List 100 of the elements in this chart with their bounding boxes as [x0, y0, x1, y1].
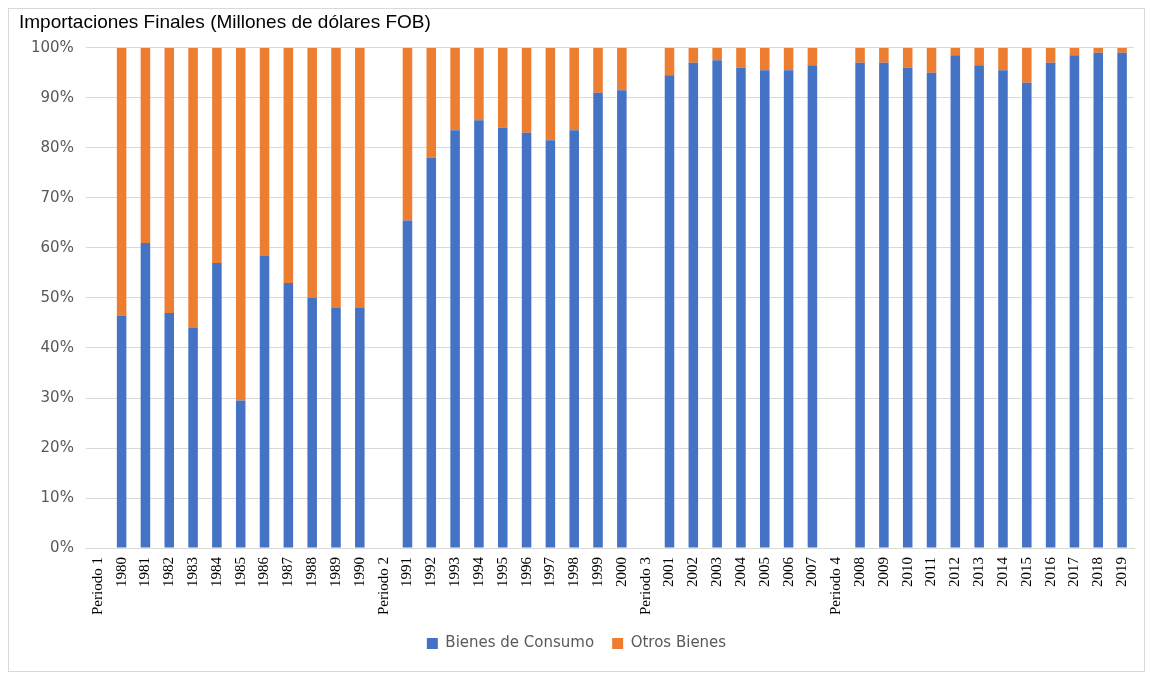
bar [998, 70, 1008, 548]
x-tick-label: 1986 [255, 556, 272, 588]
y-tick-label: 60% [40, 237, 74, 256]
bar [426, 157, 437, 548]
bar [569, 130, 579, 548]
x-tick-label: 1997 [541, 556, 558, 588]
x-tick-label: 1980 [112, 557, 129, 588]
bar [712, 60, 722, 548]
bar [140, 47, 151, 243]
x-tick-label: 1995 [493, 557, 510, 588]
x-tick-label: 2013 [970, 557, 987, 588]
y-tick-label: 50% [40, 287, 74, 306]
bar [1069, 55, 1080, 548]
bar [688, 47, 699, 63]
x-tick-label: 2016 [1041, 556, 1058, 588]
x-tick-label: 2009 [874, 557, 891, 588]
x-tick-label: 2015 [1017, 557, 1034, 588]
bar [760, 47, 770, 71]
bar [1093, 52, 1104, 548]
bar [1117, 52, 1127, 548]
bar [974, 65, 984, 548]
x-tick-label: Periodo 4 [827, 556, 844, 616]
legend-label: Otros Bienes [630, 633, 727, 652]
x-tick-label: 1982 [160, 557, 177, 588]
bar [521, 132, 532, 548]
y-tick-label: 30% [40, 387, 74, 406]
bar [1022, 82, 1032, 548]
bar [736, 47, 746, 68]
bar [164, 312, 175, 548]
legend-label: Bienes de Consumo [445, 633, 595, 652]
bar [188, 47, 198, 328]
bar [164, 47, 175, 313]
bar [664, 47, 675, 76]
bar [998, 47, 1008, 71]
bar [307, 297, 317, 548]
y-tick-label: 80% [40, 137, 74, 156]
x-tick-label: 2005 [755, 557, 772, 588]
bar [331, 47, 341, 308]
x-tick-label: 2003 [708, 557, 725, 588]
x-tick-label: Periodo 2 [374, 557, 391, 616]
bar [355, 47, 365, 308]
x-tick-label: 2019 [1113, 557, 1130, 588]
y-tick-label: 70% [40, 187, 74, 206]
x-tick-label: 2011 [922, 557, 939, 587]
x-tick-label: 2010 [898, 557, 915, 588]
bar [402, 220, 413, 548]
bar [212, 47, 222, 263]
bar [617, 90, 627, 548]
x-tick-label: 2002 [684, 557, 701, 588]
bar [807, 65, 818, 548]
bar [783, 47, 794, 71]
x-tick-label: 1992 [422, 557, 439, 588]
bar [259, 47, 270, 256]
x-tick-label: 2001 [660, 557, 677, 588]
bar [307, 47, 317, 298]
bar [593, 92, 603, 548]
x-tick-label: 1990 [350, 557, 367, 588]
x-tick-label: 1981 [136, 557, 153, 588]
x-tick-label: 1988 [303, 557, 320, 588]
x-tick-label: 2000 [612, 557, 629, 588]
bar [188, 327, 198, 548]
x-tick-label: 2017 [1065, 556, 1082, 588]
bar [235, 400, 246, 548]
bar [569, 47, 579, 131]
bar [212, 262, 222, 548]
x-tick-label: 1998 [565, 557, 582, 588]
bar [1117, 47, 1127, 53]
bar [450, 47, 460, 131]
x-tick-label: 2018 [1089, 557, 1106, 588]
bar [879, 47, 889, 63]
x-tick-label: Periodo 3 [636, 557, 653, 616]
bar [736, 67, 746, 548]
bar [1022, 47, 1032, 83]
bar [617, 47, 627, 91]
x-tick-label: 2007 [803, 556, 820, 588]
bar [545, 47, 556, 141]
x-tick-label: 1984 [207, 556, 224, 588]
y-tick-label: 10% [40, 487, 74, 506]
bar [926, 47, 937, 73]
bar [902, 67, 913, 548]
x-tick-label: 1994 [469, 556, 486, 588]
bar [331, 307, 341, 548]
bar [521, 47, 532, 133]
bar [140, 242, 151, 548]
x-tick-label: 2014 [993, 556, 1010, 588]
bar [974, 47, 984, 66]
bar [879, 62, 889, 548]
bar [259, 255, 270, 548]
bar [116, 47, 127, 316]
x-tick-label: 1993 [446, 557, 463, 588]
chart-title: Importaciones Finales (Millones de dólares FOB) [19, 10, 431, 32]
bar [497, 127, 508, 548]
bar [783, 70, 794, 548]
bar [855, 62, 865, 548]
x-tick-label: 1987 [279, 556, 296, 588]
bar [926, 72, 937, 548]
x-tick-label: 1989 [326, 557, 343, 588]
y-tick-label: 100% [30, 37, 74, 56]
y-tick-label: 90% [40, 87, 74, 106]
x-tick-label: 1983 [184, 557, 201, 588]
